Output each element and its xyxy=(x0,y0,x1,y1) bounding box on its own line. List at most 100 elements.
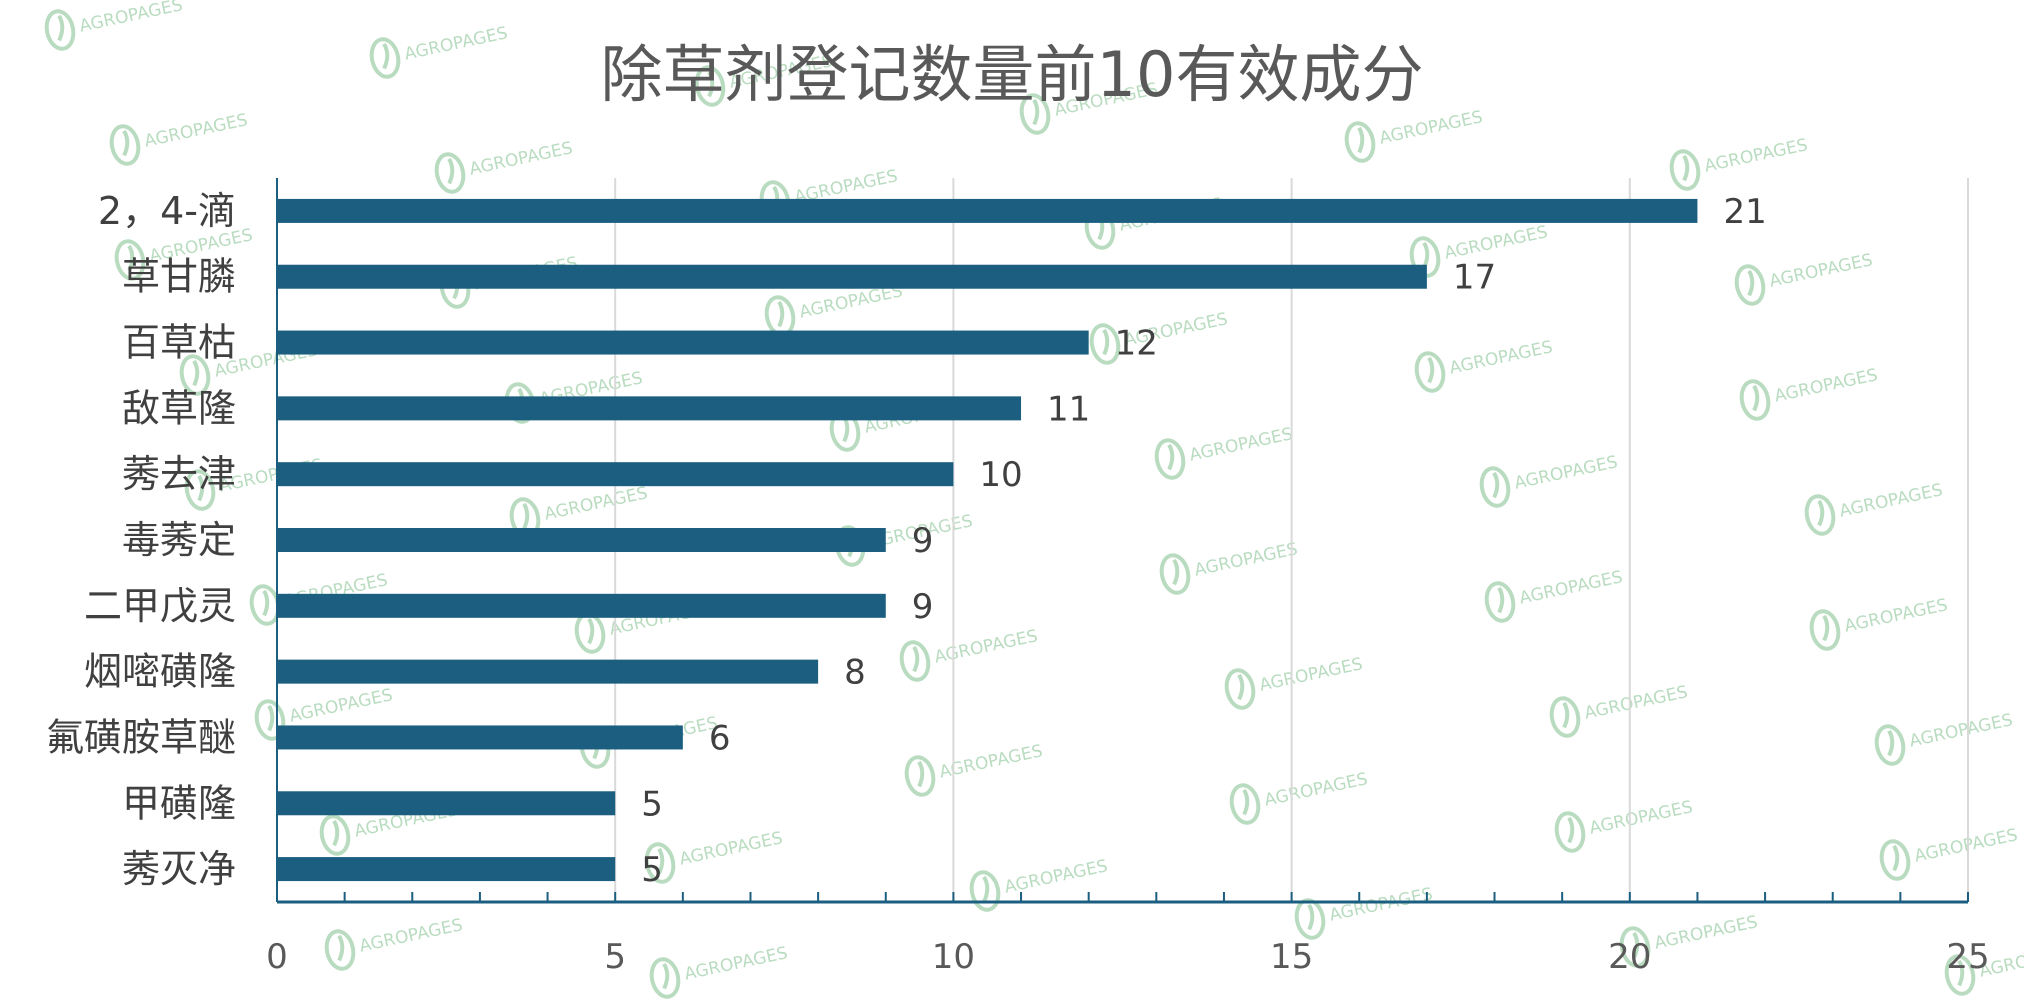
watermark-icon xyxy=(1739,379,1771,421)
watermark-leaf xyxy=(447,157,455,185)
watermark-leaf xyxy=(1172,558,1180,586)
watermark-logo: AGROPAGES xyxy=(1089,309,1229,365)
watermark-text: AGROPAGES xyxy=(1328,884,1435,925)
x-tick-label: 5 xyxy=(604,937,626,977)
watermark-text: AGROPAGES xyxy=(933,626,1040,667)
data-label: 9 xyxy=(912,587,934,627)
watermark-leaf xyxy=(337,934,345,962)
watermark-leaf xyxy=(1307,903,1315,931)
watermark-text: AGROPAGES xyxy=(1518,567,1625,608)
watermark-text: AGROPAGES xyxy=(288,685,395,726)
x-tick-label: 0 xyxy=(266,937,288,977)
category-label: 莠去津 xyxy=(122,452,236,496)
watermark-icon xyxy=(904,755,936,797)
watermark-logo: AGROPAGES xyxy=(1154,424,1294,480)
watermark-icon xyxy=(1344,121,1376,163)
watermark-icon xyxy=(1224,668,1256,710)
watermark-icon xyxy=(694,65,726,107)
watermark-icon xyxy=(109,124,141,166)
watermark-text: AGROPAGES xyxy=(1258,654,1365,695)
watermark-logo: AGROPAGES xyxy=(324,915,465,971)
bar xyxy=(277,462,954,487)
watermark-icon xyxy=(899,640,931,682)
watermark-icon xyxy=(254,699,286,741)
watermark-icon xyxy=(1804,494,1836,536)
watermark-logo: AGROPAGES xyxy=(649,943,789,999)
bar xyxy=(277,264,1427,289)
watermark-text: AGROPAGES xyxy=(358,915,465,956)
watermark-icon xyxy=(1879,839,1911,881)
watermark-text: AGROPAGES xyxy=(1448,337,1555,378)
watermark-leaf xyxy=(912,645,920,673)
watermark-icon xyxy=(644,842,676,884)
watermark-text: AGROPAGES xyxy=(1653,912,1760,953)
category-label: 百草枯 xyxy=(122,321,236,365)
watermark-icon xyxy=(1549,696,1581,738)
x-tick-label: 20 xyxy=(1608,937,1651,977)
watermark-icon xyxy=(1874,724,1906,766)
watermark-logo: AGROPAGES xyxy=(1809,595,1949,651)
watermark-icon xyxy=(179,354,211,396)
watermark-leaf xyxy=(197,474,205,502)
watermark-logo: AGROPAGES xyxy=(1484,567,1625,623)
watermark-text: AGROPAGES xyxy=(1003,856,1110,897)
watermark-leaf xyxy=(1167,443,1175,471)
category-label: 氟磺胺草醚 xyxy=(46,715,236,759)
watermark-icon xyxy=(1944,954,1976,996)
watermark-logo: AGROPAGES xyxy=(1159,539,1299,595)
watermark-leaf xyxy=(1237,673,1245,701)
watermark-icon xyxy=(434,152,466,194)
category-label: 草甘膦 xyxy=(122,255,236,299)
watermark-icon xyxy=(1479,466,1511,508)
watermark-icon xyxy=(1294,898,1326,940)
watermark-icon xyxy=(969,870,1001,912)
watermark-icon xyxy=(114,239,146,281)
data-label: 5 xyxy=(641,850,663,890)
watermark-text: AGROPAGES xyxy=(1583,682,1690,723)
watermark-logo: AGROPAGES xyxy=(1669,135,1810,191)
watermark-text: AGROPAGES xyxy=(1838,480,1945,521)
data-label: 17 xyxy=(1453,258,1496,298)
watermark-text: AGROPAGES xyxy=(403,23,510,64)
category-label: 敌草隆 xyxy=(122,386,236,430)
data-label: 9 xyxy=(912,521,934,561)
watermark-leaf xyxy=(1822,614,1830,642)
data-label: 21 xyxy=(1723,192,1766,232)
watermark-logo: AGROPAGES xyxy=(109,110,249,166)
watermark-leaf xyxy=(1752,384,1760,412)
watermark-leaf xyxy=(657,847,665,875)
watermark-leaf xyxy=(1682,154,1690,182)
watermark-leaf xyxy=(707,70,715,98)
category-label: 甲磺隆 xyxy=(122,781,236,825)
watermark-leaf xyxy=(332,819,340,847)
watermark-leaf xyxy=(1567,816,1575,844)
watermark-icon xyxy=(574,612,606,654)
watermark-leaf xyxy=(1562,701,1570,729)
watermark-leaf xyxy=(1357,126,1365,154)
watermark-logo: AGROPAGES xyxy=(904,741,1044,797)
bar xyxy=(277,725,683,750)
watermark-icon xyxy=(1619,926,1651,968)
watermark-leaf xyxy=(1427,356,1435,384)
bar xyxy=(277,659,819,684)
watermark-logo: AGROPAGES xyxy=(1879,825,2019,881)
watermark-icon xyxy=(1154,438,1186,480)
watermark-icon xyxy=(184,469,216,511)
watermark-leaf xyxy=(1422,241,1430,269)
watermark-logo: AGROPAGES xyxy=(1224,654,1365,710)
watermark-icon xyxy=(1484,581,1516,623)
watermark-leaf xyxy=(1032,98,1040,126)
watermark-leaf xyxy=(662,962,670,990)
category-label: 莠灭净 xyxy=(122,847,236,891)
watermark-text: AGROPAGES xyxy=(1703,135,1810,176)
watermark-logo: AGROPAGES xyxy=(1734,250,1874,306)
watermark-icon xyxy=(44,9,76,51)
watermark-leaf xyxy=(262,589,270,617)
bar xyxy=(277,396,1022,421)
data-label: 11 xyxy=(1047,389,1090,429)
watermark-text: AGROPAGES xyxy=(1263,769,1370,810)
watermark-icon xyxy=(1734,264,1766,306)
data-label: 6 xyxy=(709,718,731,758)
watermark-leaf xyxy=(1632,931,1640,959)
